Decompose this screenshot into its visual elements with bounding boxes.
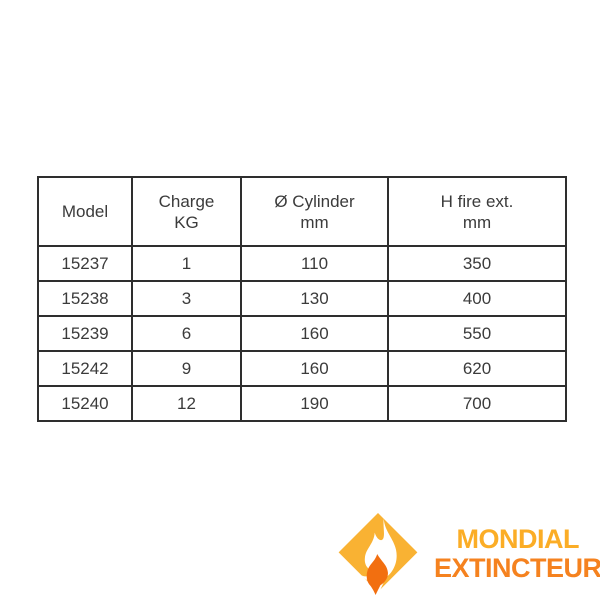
cell-charge: 9 [131, 350, 242, 387]
brand-wordmark: MONDIAL EXTINCTEUR [434, 525, 600, 583]
header-label-unit: mm [462, 212, 492, 232]
cell-height: 350 [387, 245, 567, 282]
brand-logo: MONDIAL EXTINCTEUR [337, 511, 600, 597]
cell-charge: 3 [131, 280, 242, 317]
header-cell-cylinder: Ø Cylinder mm [240, 176, 389, 247]
cell-height: 550 [387, 315, 567, 352]
cell-cylinder: 160 [240, 315, 389, 352]
header-label: Model [61, 202, 109, 221]
inner-flame-shape [366, 554, 388, 595]
brand-name-line1: MONDIAL [456, 524, 580, 554]
cell-cylinder: 190 [240, 385, 389, 422]
header-row: Model Charge KG Ø Cylinder mm H fire ext… [37, 176, 567, 247]
cell-model: 15238 [37, 280, 133, 317]
cell-height: 700 [387, 385, 567, 422]
cell-charge: 12 [131, 385, 242, 422]
table-row: 15237 1 110 350 [37, 245, 567, 282]
header-cell-model: Model [37, 176, 133, 247]
header-label: Ø Cylinder [274, 191, 355, 211]
cell-model: 15239 [37, 315, 133, 352]
cell-cylinder: 160 [240, 350, 389, 387]
cell-cylinder: 110 [240, 245, 389, 282]
cell-cylinder: 130 [240, 280, 389, 317]
brand-name-line2: EXTINCTEUR [434, 553, 600, 583]
flame-diamond-icon [338, 513, 418, 597]
table-row: 15238 3 130 400 [37, 280, 567, 317]
header-label: H fire ext. [440, 191, 514, 211]
cell-model: 15240 [37, 385, 133, 422]
table-row: 15239 6 160 550 [37, 315, 567, 352]
table-row: 15240 12 190 700 [37, 385, 567, 422]
cell-charge: 6 [131, 315, 242, 352]
header-cell-charge: Charge KG [131, 176, 242, 247]
header-cell-height: H fire ext. mm [387, 176, 567, 247]
cell-charge: 1 [131, 245, 242, 282]
cell-model: 15242 [37, 350, 133, 387]
header-label-unit: mm [300, 212, 329, 232]
table-row: 15242 9 160 620 [37, 350, 567, 387]
cell-height: 620 [387, 350, 567, 387]
header-label: Charge [158, 191, 215, 211]
cell-model: 15237 [37, 245, 133, 282]
cell-height: 400 [387, 280, 567, 317]
spec-table: Model Charge KG Ø Cylinder mm H fire ext… [37, 176, 567, 422]
header-label-unit: KG [174, 212, 199, 232]
